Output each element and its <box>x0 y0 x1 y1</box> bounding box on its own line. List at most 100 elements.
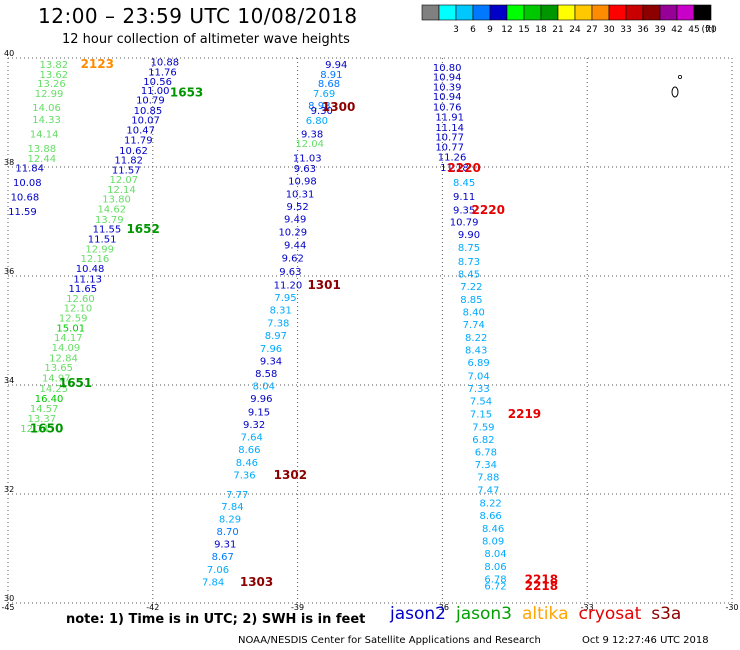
scale-tick-label: 27 <box>586 25 597 35</box>
wave-height-point: 10.98 <box>288 177 317 188</box>
pass-time-label: 2219 <box>508 407 541 421</box>
wave-height-point: 10.94 <box>433 73 462 84</box>
wave-height-point: 12.16 <box>81 254 110 265</box>
scale-tick-label: 33 <box>620 25 631 35</box>
scale-tick-label: 30 <box>603 25 615 35</box>
wave-height-point: 13.62 <box>40 70 69 81</box>
wave-height-point: 11.20 <box>274 280 303 291</box>
wave-height-point: 8.97 <box>265 331 287 342</box>
wave-height-point: 9.49 <box>284 214 306 225</box>
wave-height-point: 11.76 <box>148 68 177 79</box>
wave-height-point: 8.22 <box>480 498 502 509</box>
wave-height-point: 9.94 <box>325 60 347 71</box>
wave-height-point: 14.06 <box>32 103 61 114</box>
wave-height-point: 14.25 <box>40 384 69 395</box>
wave-height-point: 10.62 <box>119 146 148 157</box>
wave-height-point: 11.82 <box>114 155 143 166</box>
wave-height-point: 6.78 <box>475 448 497 459</box>
scale-tick-label: 42 <box>671 25 682 35</box>
wave-height-point: 11.91 <box>435 112 464 123</box>
wave-height-point: 10.47 <box>126 125 155 136</box>
x-tick-label: -39 <box>291 603 304 610</box>
wave-height-point: 7.88 <box>477 473 499 484</box>
wave-height-point: 10.88 <box>151 57 180 68</box>
footnote: note: 1) Time is in UTC; 2) SWH is in fe… <box>66 612 366 627</box>
y-tick-label: 40 <box>4 49 14 58</box>
wave-height-point: 7.84 <box>202 577 224 588</box>
wave-height-point: 8.58 <box>255 369 277 380</box>
wave-height-point: 11.03 <box>293 153 322 164</box>
wave-height-point: 8.85 <box>460 295 482 306</box>
wave-height-point: 11.65 <box>68 284 97 295</box>
wave-height-point: 7.22 <box>460 282 482 293</box>
wave-height-point: 7.33 <box>467 384 489 395</box>
wave-height-point: 10.80 <box>433 63 462 74</box>
wave-height-point: 9.52 <box>286 202 308 213</box>
wave-height-point: 10.77 <box>435 142 464 153</box>
wave-height-point: 7.69 <box>313 89 335 100</box>
wave-height-point: 10.79 <box>450 218 479 229</box>
wave-height-point: 8.66 <box>238 445 260 456</box>
wave-height-point: 14.62 <box>97 205 126 216</box>
pass-time-label: 2218 <box>525 573 558 587</box>
satellite-legend: jason2 jason3 altika cryosat s3a <box>390 604 691 624</box>
wave-height-point: 14.97 <box>42 373 71 384</box>
wave-height-point: 9.30 <box>311 106 333 117</box>
wave-height-point: 10.68 <box>11 193 40 204</box>
wave-height-point: 8.68 <box>318 79 340 90</box>
wave-height-point: 8.73 <box>458 257 480 268</box>
wave-height-point: 11.00 <box>141 86 170 97</box>
wave-height-point: 9.62 <box>282 254 304 265</box>
scale-tick-label: 3 <box>453 25 459 35</box>
wave-height-point: 7.06 <box>207 565 229 576</box>
wave-height-point: 7.38 <box>267 318 289 329</box>
wave-height-point: 12.84 <box>49 353 78 364</box>
x-tick-label: -30 <box>725 603 738 610</box>
y-tick-label: 30 <box>4 594 14 603</box>
pass-time-label: 2123 <box>81 57 114 71</box>
scale-unit: (ft) <box>701 25 715 35</box>
wave-height-point: 12.14 <box>107 185 136 196</box>
chart-subtitle: 12 hour collection of altimeter wave hei… <box>62 32 350 47</box>
pass-time-label: 2220 <box>447 161 480 175</box>
wave-height-point: 8.98 <box>308 101 330 112</box>
wave-height-point: 7.77 <box>226 490 248 501</box>
island-outline <box>671 86 679 98</box>
wave-height-point: 7.47 <box>477 486 499 497</box>
scale-tick-label: 6 <box>470 25 476 35</box>
chart-title: 12:00 – 23:59 UTC 10/08/2018 <box>38 4 358 28</box>
color-scale-bar: 3 6 9 12 15 18 21 24 27 30 33 36 39 42 45 70(ft) <box>421 4 717 35</box>
wave-height-point: 6.72 <box>484 582 506 593</box>
wave-height-point: 13.65 <box>44 363 73 374</box>
legend-entry: s3a <box>651 604 682 624</box>
wave-height-point: 8.04 <box>484 549 506 560</box>
wave-height-point: 8.67 <box>212 552 234 563</box>
pass-time-label: 2220 <box>472 203 505 217</box>
y-tick-label: 36 <box>4 267 14 276</box>
wave-height-point: 12.44 <box>27 154 56 165</box>
wave-height-point: 7.54 <box>470 396 492 407</box>
y-tick-label: 38 <box>4 158 14 167</box>
wave-height-point: 8.22 <box>465 333 487 344</box>
wave-height-point: 6.89 <box>467 358 489 369</box>
wave-height-point: 6.80 <box>306 116 328 127</box>
wave-height-point: 14.57 <box>30 404 59 415</box>
credit-line: NOAA/NESDIS Center for Satellite Applica… <box>238 635 541 646</box>
wave-height-point: 10.85 <box>134 106 163 117</box>
wave-height-point: 11.13 <box>73 274 102 285</box>
wave-height-point: 8.06 <box>484 562 506 573</box>
legend-entry: altika <box>522 604 569 624</box>
scale-tick-label: 70 <box>705 25 717 35</box>
wave-height-point: 8.45 <box>453 178 475 189</box>
wave-height-point: 7.64 <box>241 432 263 443</box>
wave-height-point: 7.34 <box>475 460 497 471</box>
legend-entry: jason2 <box>390 604 446 624</box>
wave-height-point: 11.18 <box>440 163 469 174</box>
scale-tick-label: 15 <box>518 25 529 35</box>
pass-time-label: 1302 <box>274 468 307 482</box>
wave-height-point: 10.77 <box>435 133 464 144</box>
pass-time-label: 1303 <box>240 575 273 589</box>
wave-height-point: 8.46 <box>482 524 504 535</box>
wave-height-point: 7.36 <box>233 470 255 481</box>
wave-height-point: 8.91 <box>320 70 342 81</box>
